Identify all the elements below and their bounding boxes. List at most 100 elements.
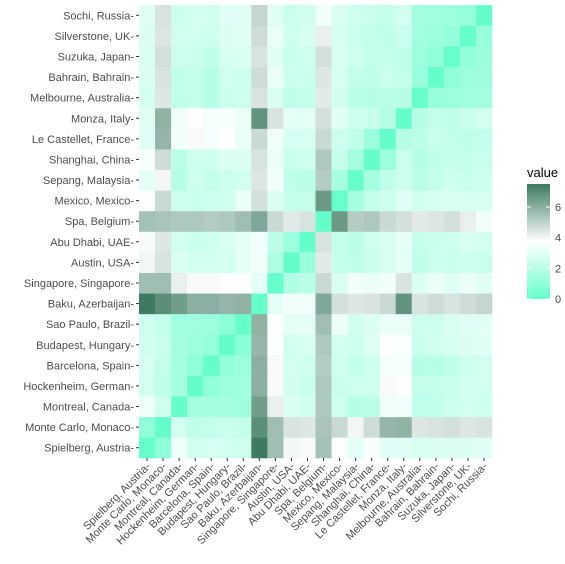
heatmap-cell	[187, 46, 204, 68]
heatmap-cell	[171, 128, 188, 150]
heatmap-cell	[395, 375, 413, 397]
heatmap-cell	[395, 416, 413, 438]
heatmap-cell	[235, 437, 252, 459]
heatmap-cell	[459, 416, 477, 438]
heatmap-cell	[219, 107, 236, 129]
heatmap-cell	[379, 355, 397, 376]
heatmap-cell	[347, 272, 364, 294]
heatmap-cell	[459, 375, 477, 397]
heatmap-cell	[187, 313, 204, 335]
heatmap-cell	[331, 128, 348, 150]
heatmap-cell	[315, 437, 332, 459]
legend-label: 2	[555, 263, 561, 275]
heatmap-cell	[299, 210, 316, 232]
heatmap-cell	[187, 107, 204, 129]
heatmap-cell	[251, 293, 268, 315]
heatmap-cell	[139, 107, 156, 129]
heatmap-cell	[187, 149, 204, 171]
heatmap-cell	[299, 375, 316, 397]
heatmap-cell	[363, 25, 380, 47]
heatmap-cell	[443, 25, 461, 47]
heatmap-cell	[283, 272, 300, 294]
heatmap-cell	[379, 375, 397, 397]
heatmap-cell	[379, 66, 397, 88]
heatmap-cell	[219, 231, 236, 253]
heatmap-cell	[251, 355, 268, 376]
heatmap-cell	[475, 313, 493, 335]
heatmap-cell	[203, 169, 220, 191]
heatmap-cell	[379, 107, 397, 129]
heatmap-cell	[395, 128, 413, 150]
legend-ticks: 0 2 4 6	[527, 202, 561, 306]
heatmap-cell	[347, 252, 364, 273]
heatmap-cell	[459, 87, 477, 109]
heatmap-cell	[331, 210, 348, 232]
heatmap-cell	[395, 355, 413, 376]
heatmap-cell	[395, 272, 413, 294]
heatmap-cell	[459, 107, 477, 129]
heatmap-cell	[235, 25, 252, 47]
heatmap-cell	[171, 107, 188, 129]
heatmap-cell	[363, 128, 380, 150]
heatmap-cell	[155, 149, 172, 171]
heatmap-cell	[379, 149, 397, 171]
heatmap-cell	[155, 210, 172, 232]
heatmap-cell	[379, 5, 397, 26]
heatmap-cell	[251, 190, 268, 212]
heatmap-cell	[251, 107, 268, 129]
heatmap-cell	[427, 25, 445, 47]
heatmap-cell	[363, 313, 380, 335]
heatmap-cell	[155, 437, 172, 459]
heatmap-cell	[235, 313, 252, 335]
heatmap-cell	[363, 190, 380, 212]
heatmap-cell	[459, 169, 477, 191]
heatmap-cell	[299, 313, 316, 335]
heatmap-cell	[171, 169, 188, 191]
heatmap-cell	[219, 396, 236, 418]
heatmap-cell	[187, 252, 204, 273]
heatmap-cell	[187, 128, 204, 150]
heatmap-cell	[251, 169, 268, 191]
heatmap-cell	[315, 128, 332, 150]
heatmap-cell	[443, 252, 461, 273]
heatmap-cell	[155, 231, 172, 253]
y-axis: Spielberg, Austria- Monte Carlo, Monaco- M…	[23, 10, 139, 455]
heatmap-cell	[443, 46, 461, 68]
heatmap-cell	[379, 437, 397, 459]
heatmap-cell	[251, 87, 268, 109]
heatmap-cell	[171, 87, 188, 109]
heatmap-cell	[395, 5, 413, 26]
heatmap-cell	[187, 87, 204, 109]
heatmap-cell	[235, 416, 252, 438]
heatmap-cell	[363, 355, 380, 376]
heatmap-cell	[427, 87, 445, 109]
heatmap-cell	[235, 46, 252, 68]
heatmap-cell	[411, 252, 429, 273]
heatmap-cell	[379, 252, 397, 273]
heatmap-cell	[347, 107, 364, 129]
heatmap-cell	[171, 46, 188, 68]
heatmap-cell	[347, 128, 364, 150]
heatmap-cell	[267, 231, 284, 253]
heatmap-cell	[363, 272, 380, 294]
heatmap-cell	[139, 169, 156, 191]
heatmap-cell	[155, 334, 172, 356]
heatmap-cell	[347, 46, 364, 68]
heatmap-cell	[187, 416, 204, 438]
heatmap-cell	[283, 107, 300, 129]
heatmap-cell	[283, 169, 300, 191]
heatmap-cell	[139, 437, 156, 459]
heatmap-cell	[267, 66, 284, 88]
heatmap-cell	[347, 149, 364, 171]
heatmap-cell	[299, 128, 316, 150]
heatmap-cell	[411, 25, 429, 47]
heatmap-cell	[219, 46, 236, 68]
heatmap-cell	[219, 313, 236, 335]
heatmap-cell	[171, 66, 188, 88]
heatmap-cell	[331, 231, 348, 253]
heatmap-cell	[475, 334, 493, 356]
heatmap-cell	[363, 87, 380, 109]
heatmap-cell	[379, 334, 397, 356]
heatmap-cell	[427, 210, 445, 232]
heatmap-cell	[331, 396, 348, 418]
